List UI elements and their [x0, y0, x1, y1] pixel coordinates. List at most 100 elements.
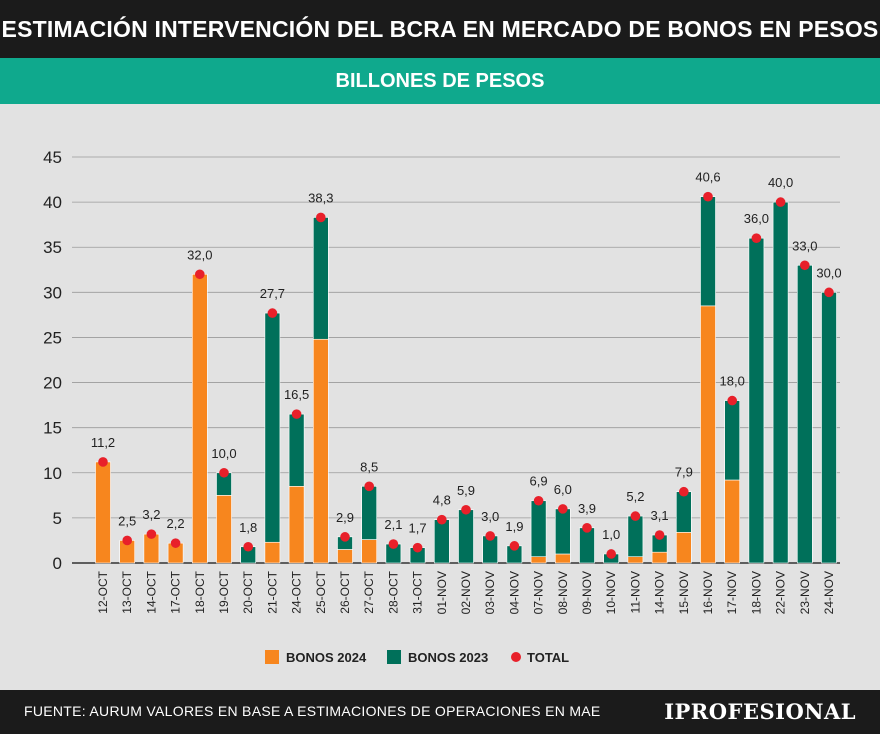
bar-bonos-2024	[554, 553, 571, 564]
x-tick-label: 22-NOV	[774, 571, 788, 614]
bar-bonos-2023	[264, 312, 281, 543]
x-tick-label: 08-NOV	[556, 571, 570, 614]
y-tick-label: 40	[43, 193, 62, 212]
total-data-label: 33,0	[792, 238, 817, 253]
x-tick-label: 17-OCT	[169, 570, 183, 613]
total-dot	[412, 542, 423, 553]
y-tick-label: 5	[53, 509, 62, 528]
bar-bonos-2023	[530, 500, 547, 557]
y-tick-label: 45	[43, 148, 62, 167]
legend-swatch-bonos-2023	[387, 650, 401, 664]
chart-area: 0 5 10 15 20 25 30 35 40 45 11,2 12-OCT 2,5 13-OCT 3,2…	[0, 104, 880, 690]
bar-bonos-2023	[748, 237, 765, 564]
total-data-label: 1,8	[239, 520, 257, 535]
total-data-label: 4,8	[433, 493, 451, 508]
total-data-label: 1,7	[409, 521, 427, 536]
total-dot	[98, 457, 108, 467]
bar-bonos-2024	[95, 461, 111, 564]
total-data-label: 6,0	[554, 482, 572, 497]
total-data-label: 6,9	[530, 474, 548, 489]
x-tick-label: 26-OCT	[338, 570, 352, 613]
total-data-label: 36,0	[744, 211, 769, 226]
total-dot	[291, 409, 302, 419]
total-dot	[170, 538, 181, 548]
total-dot	[630, 511, 641, 521]
bar-bonos-2024	[216, 495, 232, 564]
total-dot	[703, 191, 713, 202]
total-data-label: 8,5	[360, 459, 378, 474]
total-data-label: 2,9	[336, 510, 354, 525]
total-dot	[509, 541, 520, 551]
bar-bonos-2024	[627, 556, 644, 564]
x-tick-label: 10-NOV	[604, 571, 618, 614]
y-tick-label: 20	[43, 374, 62, 393]
stacked-bar-chart: 0 5 10 15 20 25 30 35 40 45 11,2 12-OCT 2,5 13-OCT 3,2…	[43, 148, 842, 665]
total-data-label: 2,5	[118, 513, 136, 528]
x-tick-label: 19-OCT	[217, 570, 231, 613]
total-data-label: 7,9	[675, 465, 693, 480]
bar-bonos-2023	[579, 527, 595, 564]
total-data-label: 38,3	[308, 190, 333, 205]
legend-swatch-total	[511, 652, 521, 662]
total-dot	[122, 535, 132, 546]
total-data-label: 11,2	[91, 435, 115, 450]
x-tick-label: 31-OCT	[411, 570, 425, 613]
bar-bonos-2024	[724, 479, 741, 564]
total-data-label: 32,0	[187, 247, 212, 262]
legend-swatch-bonos-2024	[265, 650, 279, 664]
total-dot	[775, 197, 786, 207]
total-dot	[485, 531, 496, 541]
x-tick-label: 16-NOV	[701, 571, 715, 614]
total-dot	[461, 504, 471, 515]
bar-bonos-2024	[675, 532, 692, 564]
footer: FUENTE: AURUM VALORES EN BASE A ESTIMACI…	[0, 690, 880, 734]
x-tick-label: 15-NOV	[677, 571, 691, 614]
x-tick-label: 27-OCT	[362, 570, 376, 613]
total-dot	[364, 481, 375, 492]
x-tick-label: 11-NOV	[628, 571, 642, 613]
y-tick-label: 0	[53, 554, 62, 573]
bar-bonos-2023	[700, 196, 716, 307]
y-tick-label: 25	[43, 328, 62, 347]
total-dot	[316, 212, 326, 223]
x-tick-label: 18-NOV	[749, 571, 763, 614]
bar-bonos-2023	[796, 264, 813, 564]
total-data-label: 5,9	[457, 483, 475, 498]
bar-bonos-2023	[458, 509, 474, 564]
total-data-label: 1,0	[602, 527, 620, 542]
total-dot	[533, 495, 544, 506]
legend-label-total: TOTAL	[527, 650, 569, 665]
total-dot	[243, 541, 253, 552]
y-tick-label: 10	[43, 464, 62, 483]
total-dot	[727, 395, 737, 406]
total-data-label: 18,0	[720, 374, 745, 389]
x-tick-label: 04-NOV	[507, 571, 521, 614]
total-data-label: 10,0	[211, 446, 236, 461]
bar-bonos-2023	[288, 413, 305, 487]
x-tick-label: 21-OCT	[265, 570, 279, 613]
total-data-label: 27,7	[260, 286, 285, 301]
x-tick-label: 12-OCT	[96, 570, 110, 613]
x-tick-label: 09-NOV	[580, 571, 594, 614]
x-tick-label: 14-OCT	[144, 570, 158, 613]
x-tick-label: 13-OCT	[120, 570, 134, 613]
total-data-label: 3,1	[651, 508, 669, 523]
bar-bonos-2023	[554, 508, 571, 555]
x-tick-label: 02-NOV	[459, 571, 473, 614]
legend-label-bonos-2024: BONOS 2024	[286, 650, 367, 665]
x-tick-label: 24-OCT	[290, 570, 304, 613]
total-dot	[800, 260, 810, 271]
total-dot	[340, 532, 350, 542]
total-dot	[219, 467, 229, 478]
total-dot	[558, 504, 568, 514]
bar-bonos-2023	[675, 491, 692, 533]
total-dot	[582, 523, 592, 533]
bar-bonos-2024	[288, 486, 305, 564]
bar-bonos-2023	[312, 217, 329, 340]
x-tick-label: 25-OCT	[314, 570, 328, 613]
total-data-label: 1,9	[505, 519, 523, 534]
bar-bonos-2024	[337, 549, 353, 564]
total-data-label: 2,2	[167, 516, 185, 531]
source-note: FUENTE: AURUM VALORES EN BASE A ESTIMACI…	[24, 703, 601, 719]
